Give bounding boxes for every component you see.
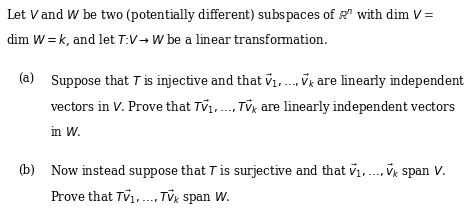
Text: Suppose that $T$ is injective and that $\vec{v}_1,\ldots,\vec{v}_k$ are linearly: Suppose that $T$ is injective and that $… [50, 73, 465, 91]
Text: Now instead suppose that $T$ is surjective and that $\vec{v}_1,\ldots,\vec{v}_k$: Now instead suppose that $T$ is surjecti… [50, 164, 446, 181]
Text: (a): (a) [18, 73, 34, 86]
Text: Prove that $T\vec{v}_1,\ldots,T\vec{v}_k$ span $W$.: Prove that $T\vec{v}_1,\ldots,T\vec{v}_k… [50, 189, 230, 207]
Text: in $W$.: in $W$. [50, 125, 81, 139]
Text: Let $V$ and $W$ be two (potentially different) subspaces of $\mathbb{R}^n$ with : Let $V$ and $W$ be two (potentially diff… [6, 7, 434, 24]
Text: dim $W = k$, and let $T\colon V \to W$ be a linear transformation.: dim $W = k$, and let $T\colon V \to W$ b… [6, 32, 328, 48]
Text: vectors in $V$. Prove that $T\vec{v}_1,\ldots,T\vec{v}_k$ are linearly independe: vectors in $V$. Prove that $T\vec{v}_1,\… [50, 99, 456, 117]
Text: (b): (b) [18, 164, 35, 176]
